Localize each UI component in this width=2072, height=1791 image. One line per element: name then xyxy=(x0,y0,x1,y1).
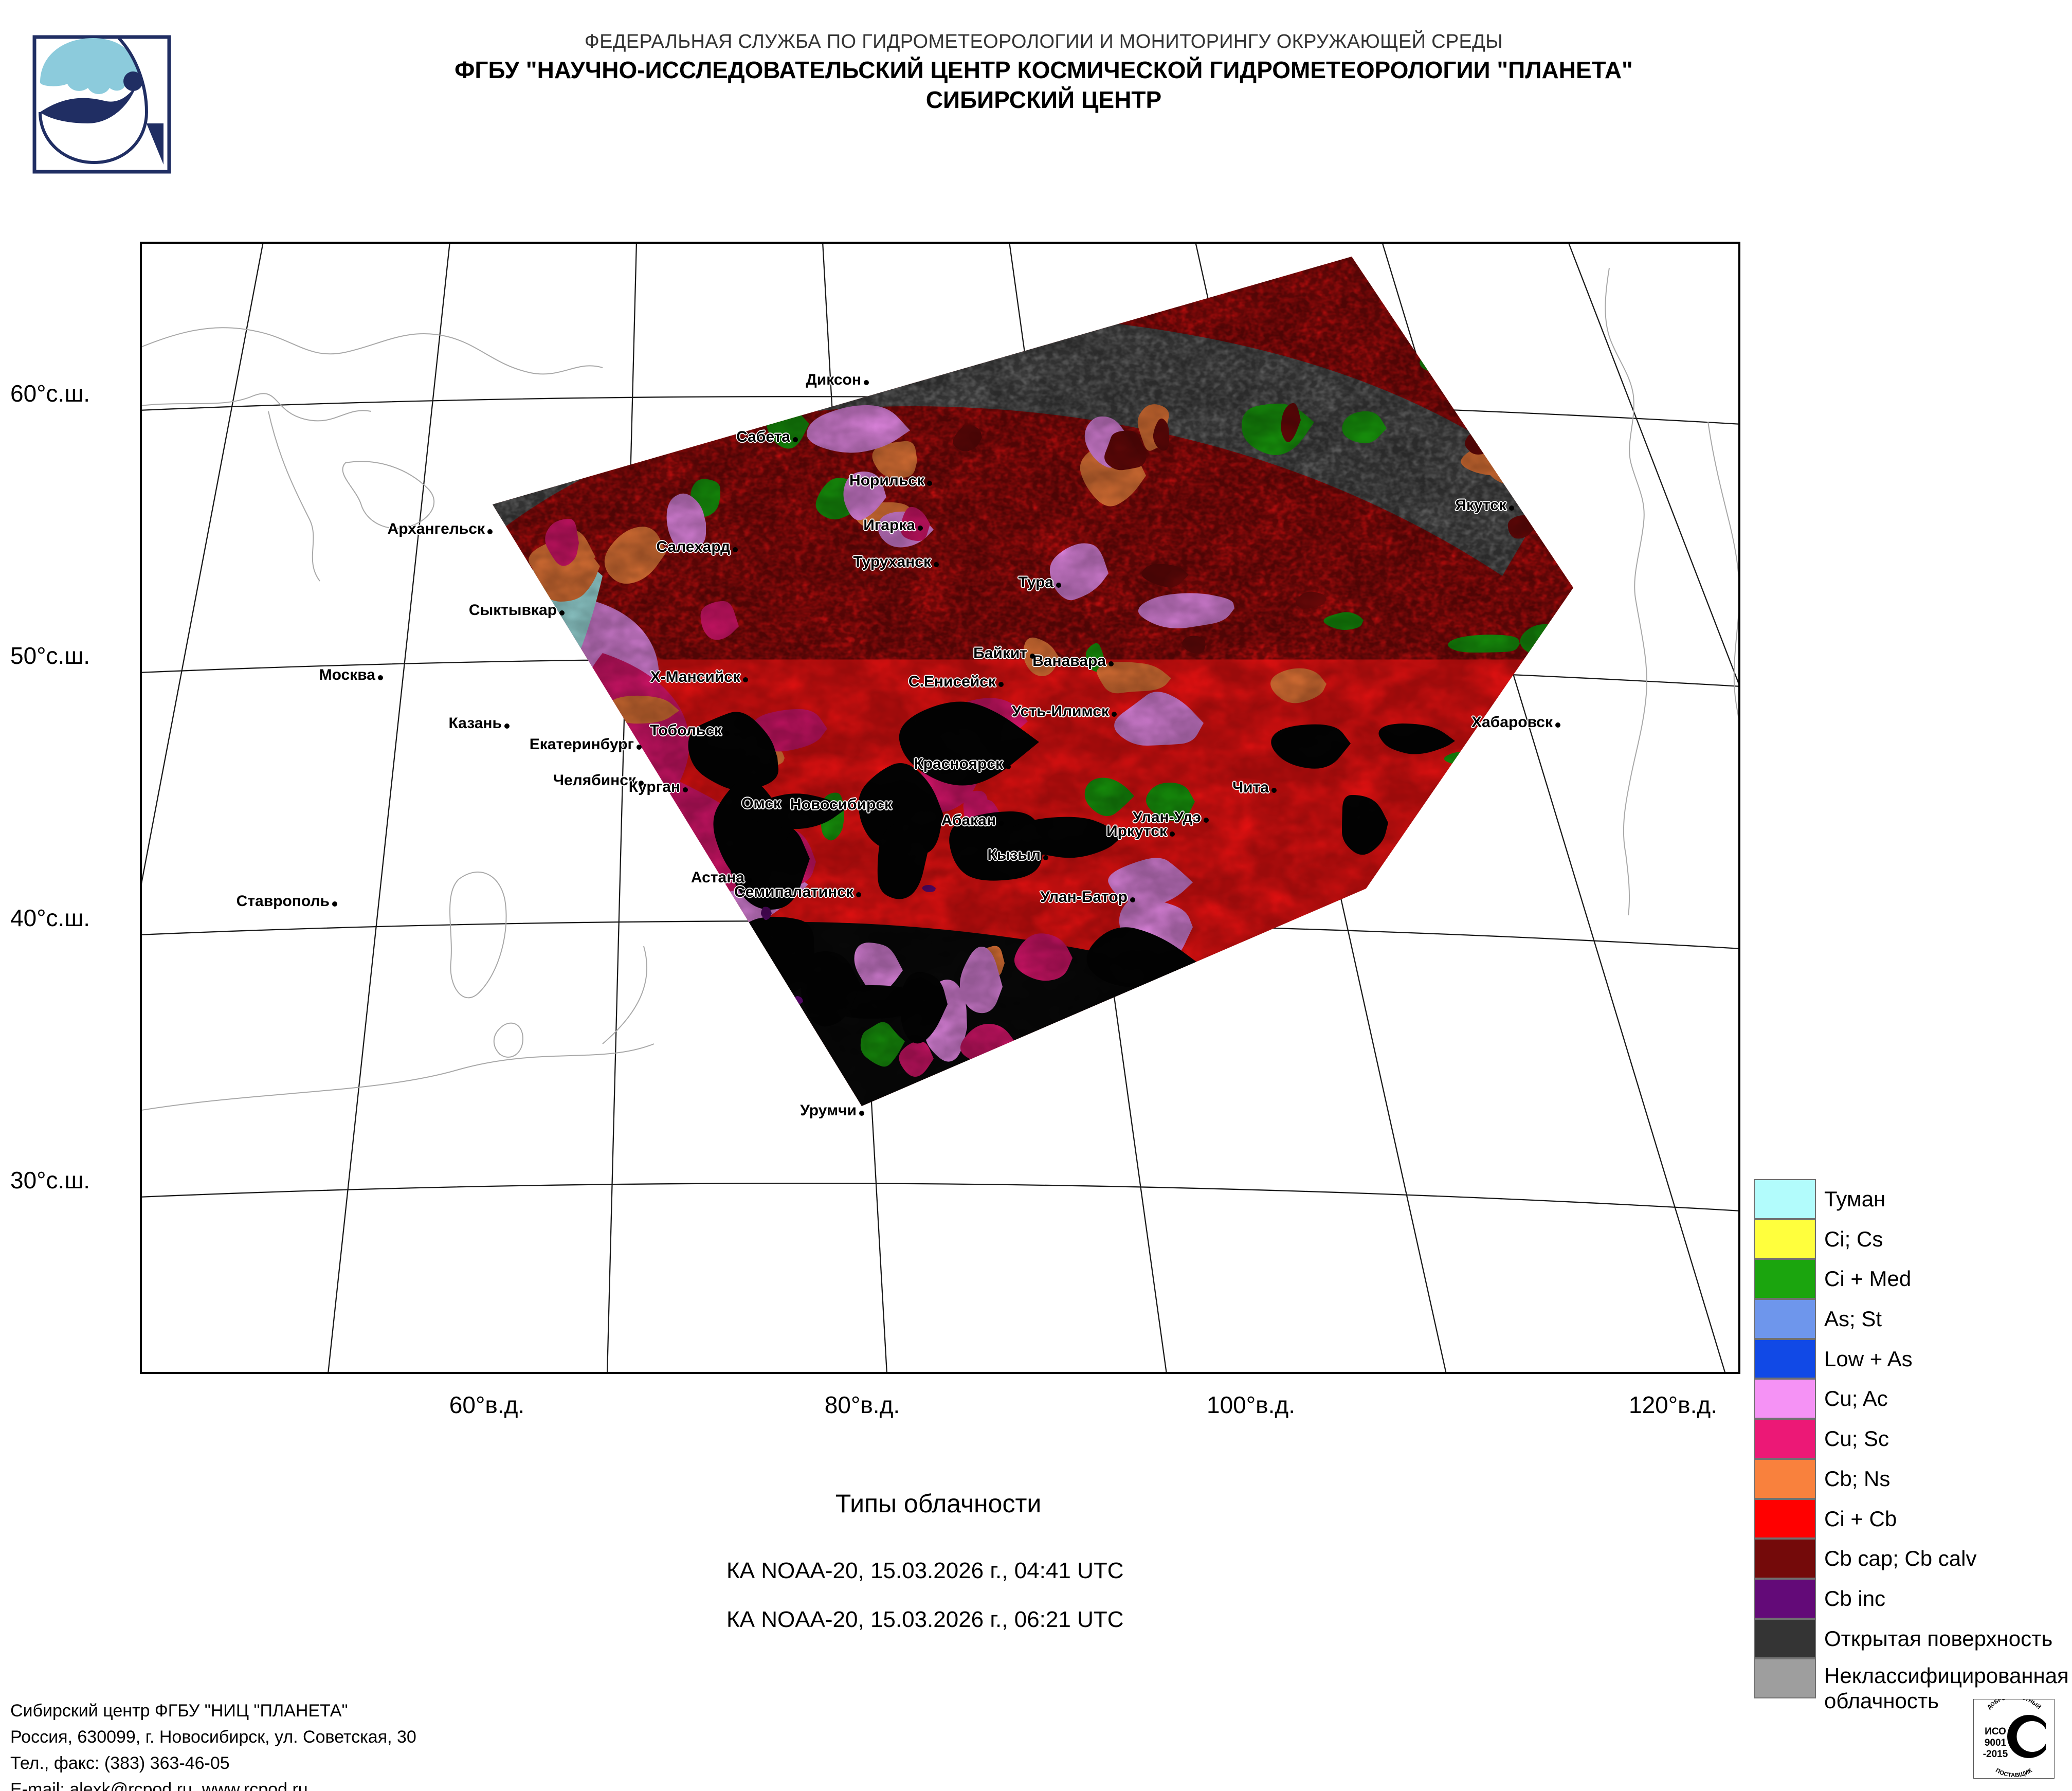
svg-text:-2015: -2015 xyxy=(1983,1749,2008,1760)
svg-text:ИСО: ИСО xyxy=(1985,1726,2006,1737)
svg-text:9001: 9001 xyxy=(1985,1738,2007,1748)
svg-text:ПОСТАВЩИК: ПОСТАВЩИК xyxy=(1994,1767,2033,1778)
svg-text:ДОБРОСОВЕСТНЫЙ: ДОБРОСОВЕСТНЫЙ xyxy=(1986,1699,2042,1710)
